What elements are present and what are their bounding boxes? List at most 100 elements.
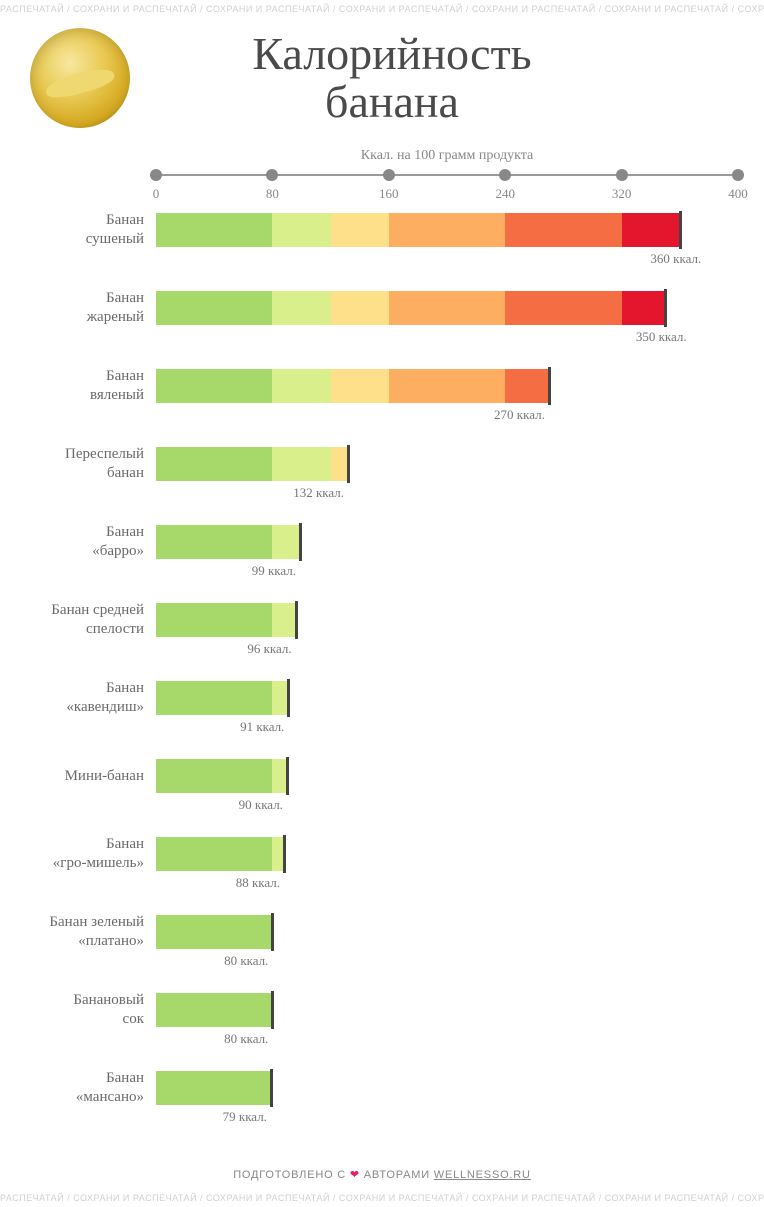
axis-tick [150,169,162,181]
bar-label: Банан«гро-мишель» [26,835,156,873]
bar-segment [156,447,272,481]
bar-cap [287,679,290,717]
axis-tick-label: 0 [153,186,160,202]
axis-title: Ккал. на 100 грамм продукта [156,148,738,164]
bar-segment [331,447,348,481]
bar-segment [156,603,272,637]
bar-zone: 91 ккал. [156,681,738,715]
bar-value: 270 ккал. [494,407,545,423]
bar-zone: 90 ккал. [156,759,738,793]
bar-cap [299,523,302,561]
bar-zone: 96 ккал. [156,603,738,637]
bar-segment [505,369,549,403]
bar-segment [272,681,288,715]
bar-segment [156,993,272,1027]
bar-segment [272,291,330,325]
bar-value: 80 ккал. [224,953,268,969]
bar-zone: 132 ккал. [156,447,738,481]
bar-cap [286,757,289,795]
bar-value: 360 ккал. [650,251,701,267]
bar-label: Банан«кавендиш» [26,679,156,717]
bar-segment [272,447,330,481]
bar-segment [622,291,666,325]
bar-zone: 99 ккал. [156,525,738,559]
bar-segment [272,369,330,403]
bar-row: Банан«барро»99 ккал. [26,516,738,568]
bar-segment [622,213,680,247]
bar-label: Банан«мансано» [26,1069,156,1107]
bar-segment [156,1071,271,1105]
bar [156,291,665,325]
bar-label: Банан зеленый«платано» [26,913,156,951]
axis-tick [383,169,395,181]
bar [156,993,272,1027]
axis-tick-label: 240 [495,186,515,202]
bar-label: Банановыйсок [26,991,156,1029]
bar-value: 99 ккал. [252,563,296,579]
bar-segment [272,213,330,247]
bar-value: 91 ккал. [240,719,284,735]
bar [156,681,288,715]
bar-label: Переспелыйбанан [26,445,156,483]
bar-label: Бананжареный [26,289,156,327]
title-block: Калорийностьбанана [130,30,734,127]
bar-segment [331,369,389,403]
bar [156,213,680,247]
bar [156,915,272,949]
bar-row: Банан зеленый«платано»80 ккал. [26,906,738,958]
bar-segment [389,213,505,247]
page-title: Калорийностьбанана [130,30,654,127]
footer-mid: АВТОРАМИ [364,1169,434,1181]
bar-segment [156,681,272,715]
bar [156,759,287,793]
bar-segment [272,759,287,793]
bar-value: 132 ккал. [293,485,344,501]
bar [156,1071,271,1105]
bar [156,603,296,637]
bar-label: Банансушеный [26,211,156,249]
bar-label: Мини-банан [26,767,156,786]
bar-row: Банан среднейспелости96 ккал. [26,594,738,646]
bar [156,837,284,871]
bar-row: Банан«мансано»79 ккал. [26,1062,738,1114]
bar-segment [331,291,389,325]
bar-segment [156,915,272,949]
bar-value: 79 ккал. [223,1109,267,1125]
bar-segment [156,291,272,325]
bar-zone: 80 ккал. [156,993,738,1027]
bar-zone: 350 ккал. [156,291,738,325]
axis-tick-label: 400 [728,186,748,202]
bar-segment [156,759,272,793]
footer-site: WELLNESSO.RU [434,1169,531,1181]
footer: ПОДГОТОВЛЕНО С ❤ АВТОРАМИ WELLNESSO.RU [0,1150,764,1189]
bar [156,525,300,559]
bar-label: Бананвяленый [26,367,156,405]
bar-cap [271,913,274,951]
bar-zone: 270 ккал. [156,369,738,403]
bar-zone: 360 ккал. [156,213,738,247]
bar-segment [272,525,300,559]
bar-zone: 88 ккал. [156,837,738,871]
axis-tick-label: 320 [612,186,632,202]
banana-photo [30,28,130,128]
axis-tick-label: 80 [266,186,279,202]
bar-label: Банан среднейспелости [26,601,156,639]
axis-tick [732,169,744,181]
bar-zone: 80 ккал. [156,915,738,949]
bar-row: Банановыйсок80 ккал. [26,984,738,1036]
watermark-top: РАСПЕЧАТАЙ / СОХРАНИ И РАСПЕЧАТАЙ / СОХР… [0,0,764,18]
bar-row: Банан«кавендиш»91 ккал. [26,672,738,724]
bar-value: 350 ккал. [636,329,687,345]
bar-row: Бананвяленый270 ккал. [26,360,738,412]
bar-segment [389,291,505,325]
bar [156,447,348,481]
bar-segment [156,837,272,871]
bar-zone: 79 ккал. [156,1071,738,1105]
bar-cap [548,367,551,405]
bar-rows: Банансушеный360 ккал.Бананжареный350 кка… [26,204,738,1114]
bar-segment [156,525,272,559]
watermark-bottom: РАСПЕЧАТАЙ / СОХРАНИ И РАСПЕЧАТАЙ / СОХР… [0,1189,764,1207]
axis-tick [266,169,278,181]
axis-tick [499,169,511,181]
bar-cap [270,1069,273,1107]
